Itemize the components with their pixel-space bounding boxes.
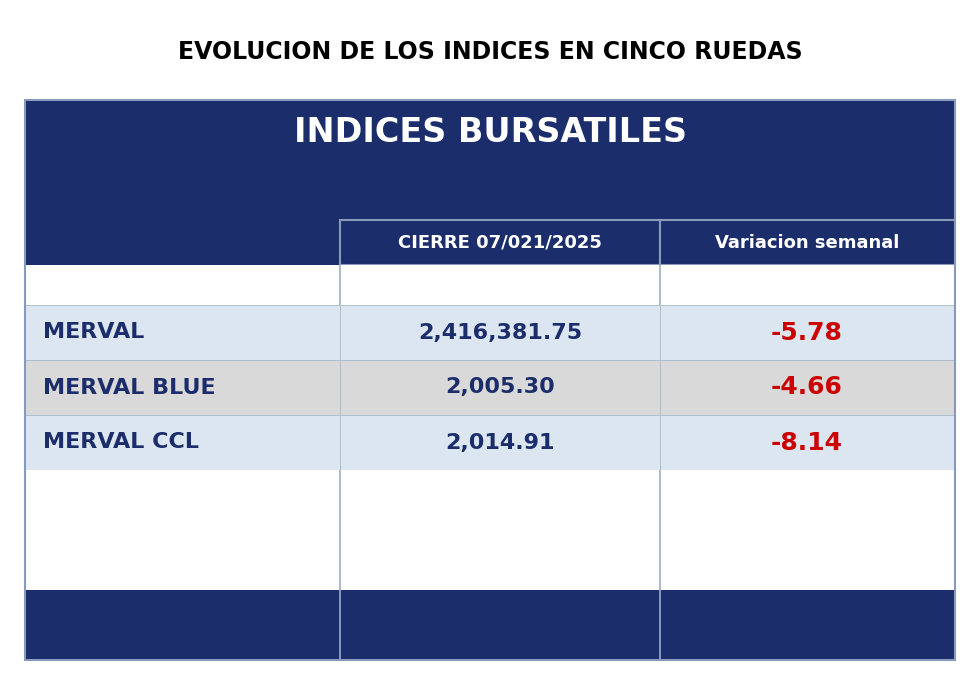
Text: 2,416,381.75: 2,416,381.75: [417, 322, 582, 343]
Bar: [340, 360, 660, 415]
Text: -8.14: -8.14: [771, 430, 843, 455]
Bar: [339, 590, 341, 660]
Bar: [660, 590, 661, 660]
Text: CIERRE 07/021/2025: CIERRE 07/021/2025: [398, 234, 602, 252]
Text: INDICES BURSATILES: INDICES BURSATILES: [293, 116, 687, 149]
Bar: [339, 470, 341, 590]
Bar: [25, 360, 340, 415]
Bar: [25, 165, 955, 220]
Bar: [339, 265, 341, 305]
Bar: [660, 220, 955, 265]
Bar: [659, 265, 661, 305]
Text: MERVAL: MERVAL: [43, 322, 144, 343]
Bar: [25, 220, 340, 265]
Text: -4.66: -4.66: [771, 375, 843, 400]
Text: EVOLUCION DE LOS INDICES EN CINCO RUEDAS: EVOLUCION DE LOS INDICES EN CINCO RUEDAS: [177, 40, 803, 64]
Bar: [660, 305, 955, 360]
Bar: [25, 305, 340, 360]
Bar: [25, 415, 340, 470]
Bar: [340, 305, 660, 360]
Text: Variacion semanal: Variacion semanal: [714, 234, 900, 252]
Bar: [340, 220, 660, 265]
Bar: [25, 590, 955, 660]
Text: 2,005.30: 2,005.30: [445, 377, 555, 398]
Bar: [25, 470, 955, 590]
Text: MERVAL BLUE: MERVAL BLUE: [43, 377, 216, 398]
Bar: [660, 470, 661, 590]
Text: -5.78: -5.78: [771, 320, 843, 345]
Bar: [660, 360, 955, 415]
Bar: [25, 100, 955, 165]
Bar: [25, 100, 955, 660]
Bar: [340, 415, 660, 470]
Text: MERVAL CCL: MERVAL CCL: [43, 432, 199, 452]
Bar: [660, 415, 955, 470]
Text: 2,014.91: 2,014.91: [445, 432, 555, 452]
Bar: [25, 265, 955, 305]
